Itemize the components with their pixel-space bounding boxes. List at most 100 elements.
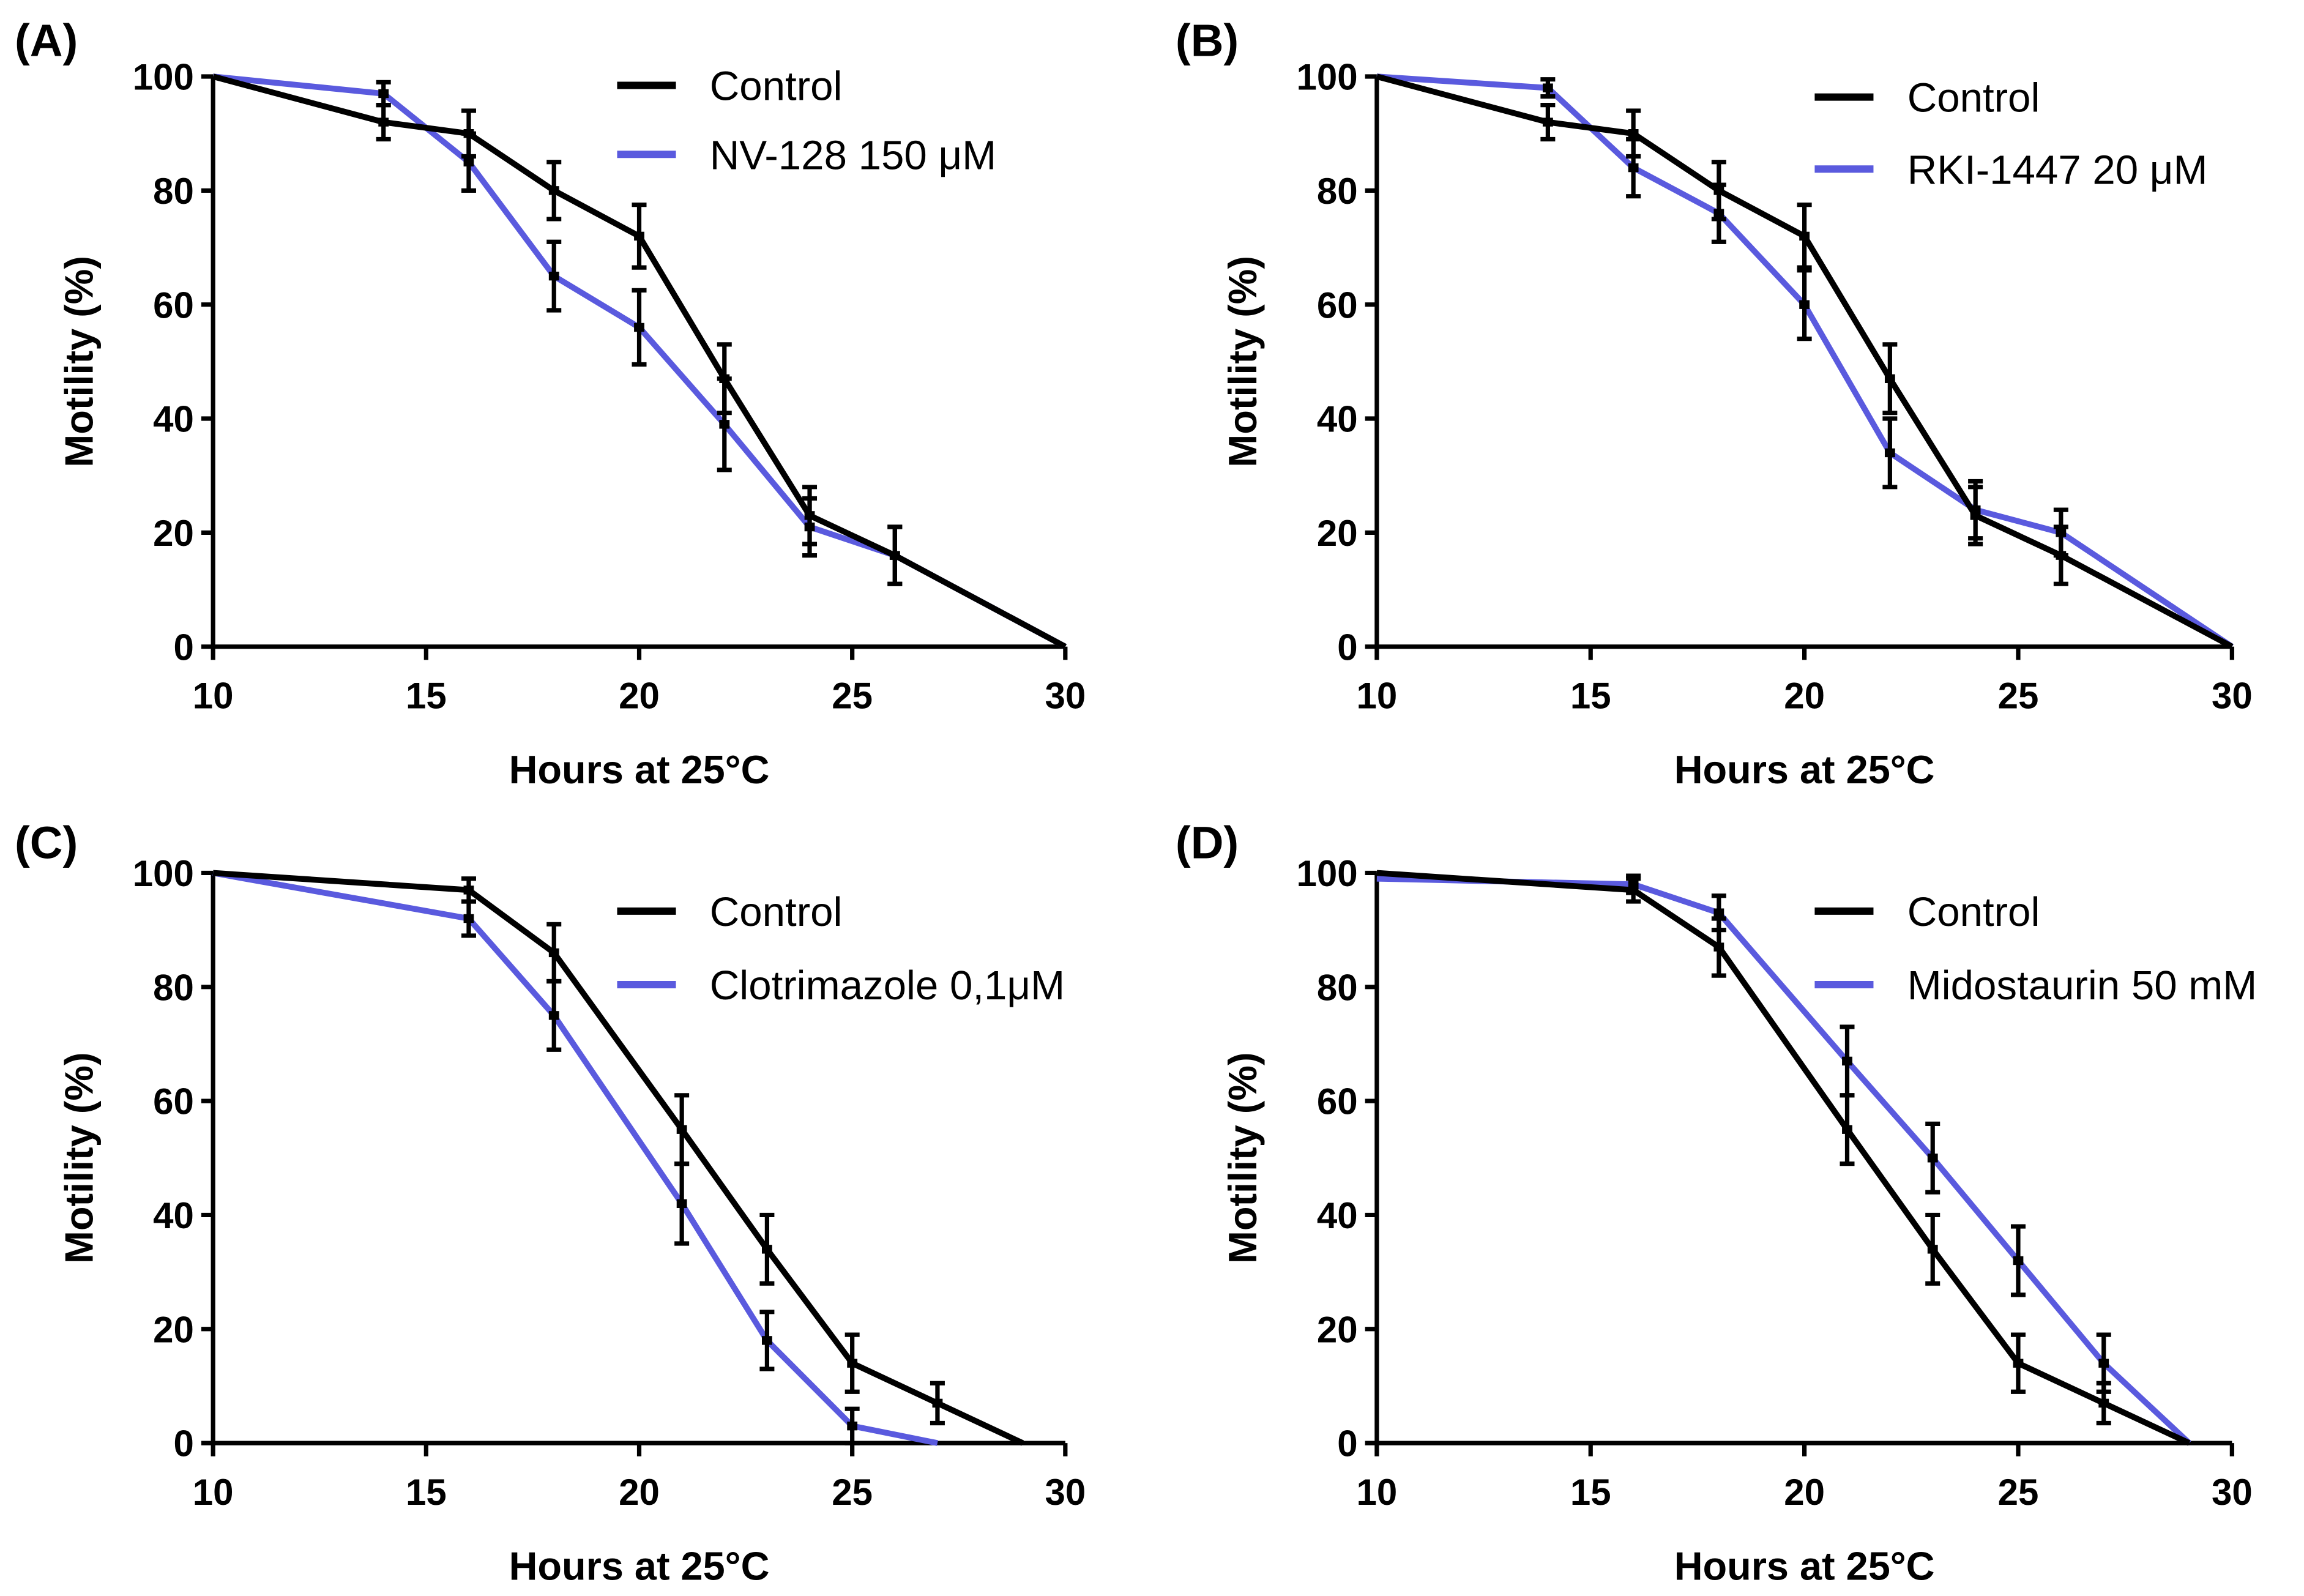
- x-tick-label: 10: [193, 1472, 234, 1513]
- panel-label: (D): [1176, 817, 1239, 868]
- data-point: [761, 1336, 772, 1345]
- data-point: [2013, 1359, 2024, 1368]
- data-point: [1628, 879, 1639, 889]
- series-line-treatment: [212, 870, 938, 1446]
- x-tick-label: 10: [1356, 1472, 1397, 1513]
- data-point: [719, 420, 730, 429]
- legend-label: RKI-1447 20 μM: [1907, 147, 2208, 193]
- x-tick-label: 20: [1784, 1472, 1825, 1513]
- y-tick-label: 0: [174, 627, 194, 668]
- legend-label: Control: [1907, 75, 2040, 121]
- data-point: [634, 323, 644, 332]
- data-point: [1927, 1245, 1938, 1254]
- data-point: [1628, 163, 1639, 173]
- legend-label: Midostaurin 50 mM: [1907, 963, 2257, 1009]
- data-point: [804, 522, 815, 532]
- y-tick-label: 40: [1317, 399, 1358, 440]
- x-tick-label: 15: [406, 1472, 447, 1513]
- data-point: [548, 186, 559, 195]
- y-tick-label: 100: [133, 57, 194, 98]
- data-point: [463, 914, 474, 923]
- legend-label: Control: [710, 63, 843, 109]
- y-tick-label: 100: [1297, 57, 1358, 98]
- data-point: [1884, 374, 1895, 384]
- x-tick-label: 15: [406, 676, 447, 717]
- y-tick-label: 20: [1317, 1309, 1358, 1350]
- panel-label: (B): [1176, 15, 1239, 65]
- data-point: [378, 117, 389, 127]
- y-tick-label: 0: [1337, 1423, 1357, 1464]
- y-axis-label: Motility (%): [56, 1052, 101, 1264]
- x-tick-label: 15: [1570, 676, 1611, 717]
- data-point: [2098, 1398, 2109, 1408]
- y-tick-label: 0: [1337, 627, 1357, 668]
- y-tick-label: 60: [1317, 285, 1358, 326]
- x-tick-label: 30: [2212, 676, 2253, 717]
- data-point: [634, 231, 644, 241]
- y-tick-label: 20: [153, 513, 194, 554]
- series-line-treatment: [1376, 875, 2191, 1445]
- x-tick-label: 30: [1045, 676, 1086, 717]
- y-tick-label: 80: [1317, 967, 1358, 1008]
- x-tick-label: 20: [619, 1472, 660, 1513]
- x-tick-label: 20: [619, 676, 660, 717]
- y-tick-label: 40: [153, 399, 194, 440]
- x-tick-label: 30: [1045, 1472, 1086, 1513]
- y-tick-label: 80: [1317, 171, 1358, 212]
- chart-panel-c: (C) 0 20 40 60 80 100 10 15 20 25 30 Hours at 25°C Mo…: [15, 817, 1086, 1588]
- data-point: [2098, 1359, 2109, 1368]
- series-line-control: [212, 870, 1024, 1446]
- data-point: [1628, 129, 1639, 138]
- legend-label: NV-128 150 μM: [710, 132, 996, 178]
- data-point: [463, 886, 474, 895]
- y-axis-label: Motility (%): [1220, 1052, 1265, 1264]
- x-tick-label: 20: [1784, 676, 1825, 717]
- data-point: [1799, 231, 1810, 241]
- data-point: [1542, 117, 1553, 127]
- data-point: [1842, 1056, 1852, 1066]
- x-tick-label: 10: [193, 676, 234, 717]
- y-tick-label: 60: [1317, 1081, 1358, 1122]
- data-point: [1842, 1125, 1852, 1134]
- data-point: [1542, 83, 1553, 92]
- x-tick-label: 25: [1998, 1472, 2039, 1513]
- y-tick-label: 40: [153, 1195, 194, 1236]
- x-tick-label: 25: [832, 1472, 873, 1513]
- chart-panel-a: (A) 0 20 40 60 80 100 10 15 20 25 30 Hours at 25°C Mo…: [15, 15, 1086, 792]
- data-point: [548, 271, 559, 281]
- data-point: [847, 1359, 858, 1368]
- data-point: [2056, 528, 2067, 537]
- data-point: [1884, 448, 1895, 458]
- data-point: [932, 1398, 943, 1408]
- data-point: [378, 89, 389, 99]
- data-point: [676, 1199, 687, 1209]
- legend-label: Control: [1907, 889, 2040, 935]
- data-point: [2013, 1256, 2024, 1266]
- x-axis-label: Hours at 25°C: [1674, 747, 1935, 792]
- data-point: [1970, 505, 1981, 515]
- legend-label: Control: [710, 889, 843, 935]
- y-tick-label: 60: [153, 285, 194, 326]
- y-axis-label: Motility (%): [1220, 256, 1265, 468]
- panel-label: (A): [15, 15, 78, 65]
- x-axis-label: Hours at 25°C: [509, 1543, 770, 1588]
- data-point: [761, 1245, 772, 1254]
- data-point: [1713, 942, 1724, 952]
- y-tick-label: 40: [1317, 1195, 1358, 1236]
- series-line-control: [1376, 870, 2191, 1446]
- x-tick-label: 25: [1998, 676, 2039, 717]
- y-tick-label: 20: [1317, 513, 1358, 554]
- data-point: [1799, 300, 1810, 309]
- x-axis-label: Hours at 25°C: [1674, 1543, 1935, 1588]
- chart-panel-b: (B) 0 20 40 60 80 100 10 15 20 25 30 Hours at 25°C Mo…: [1176, 15, 2253, 792]
- data-point: [847, 1421, 858, 1431]
- x-tick-label: 10: [1356, 676, 1397, 717]
- y-tick-label: 80: [153, 171, 194, 212]
- data-point: [548, 948, 559, 958]
- panel-label: (C): [15, 817, 78, 868]
- x-tick-label: 15: [1570, 1472, 1611, 1513]
- x-tick-label: 25: [832, 676, 873, 717]
- data-point: [889, 551, 900, 560]
- y-tick-label: 20: [153, 1309, 194, 1350]
- legend-label: Clotrimazole 0,1μM: [710, 963, 1065, 1009]
